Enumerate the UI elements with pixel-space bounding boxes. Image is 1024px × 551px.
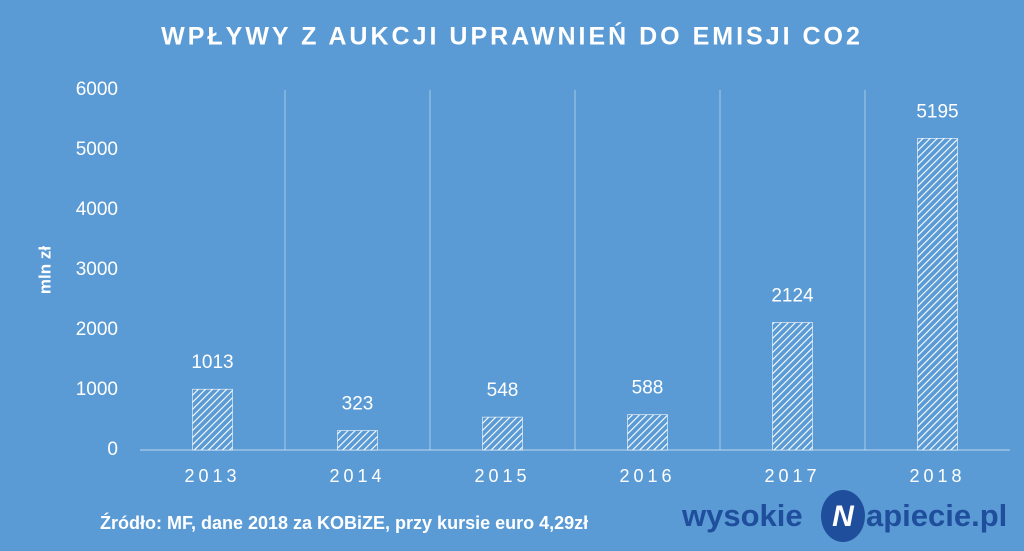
y-tick-label: 3000 [76,259,118,280]
chart-title: WPŁYWY Z AUKCJI UPRAWNIEŃ DO EMISJI CO2 [161,22,863,51]
data-label: 323 [342,394,374,415]
logo-text: N [832,500,855,533]
y-tick-label: 0 [107,439,118,460]
data-label: 2124 [771,286,814,307]
y-tick-label: 4000 [76,199,118,220]
data-label: 1013 [191,352,233,373]
data-label: 548 [487,380,519,401]
y-tick-label: 1000 [76,379,118,400]
data-label: 588 [632,378,664,399]
bar [482,416,523,451]
bar [192,388,233,451]
x-tick-label: 2013 [184,466,240,486]
y-tick-label: 6000 [76,79,118,100]
x-tick-label: 2015 [474,466,530,486]
bar [917,138,958,451]
bar [627,414,668,451]
source-note: Źródło: MF, dane 2018 za KOBiZE, przy ku… [100,512,588,533]
y-tick-label: 5000 [76,139,118,160]
data-label: 5195 [916,101,958,122]
x-tick-label: 2018 [909,466,965,486]
x-tick-label: 2014 [329,466,385,486]
y-axis-label: mln zł [35,246,54,294]
x-tick-label: 2016 [619,466,675,486]
bar [337,430,378,451]
bar [772,322,813,451]
logo-text: apiecie.pl [866,498,1007,533]
y-tick-label: 2000 [76,319,118,340]
logo-icon [821,490,865,542]
logo-text: wysokie [681,498,803,533]
x-tick-label: 2017 [764,466,820,486]
logo: wysokie N apiecie.pl [681,490,1007,542]
